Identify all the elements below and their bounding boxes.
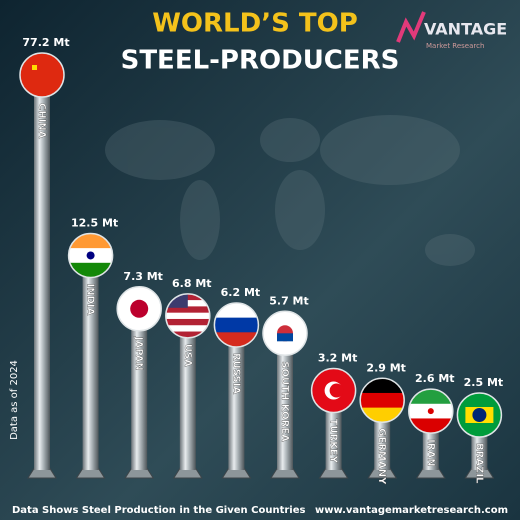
flag-stripe [165,318,210,326]
flag-rim [262,310,308,357]
category-label: SOUTH KOREA [279,361,290,442]
flag-rim [116,286,162,332]
bar [277,333,293,470]
flag-rim [456,392,503,438]
category-label: BRAZIL [473,443,484,484]
flag [165,293,210,338]
category-label: CHINA [36,103,47,139]
flag-rim [165,293,211,339]
category-label: JAPAN [133,336,144,371]
bar [228,324,245,470]
flag-emblem [130,299,149,318]
category-label: RUSSIA [230,353,241,394]
category-label: USA [182,344,193,367]
category-label: IRAN [425,439,436,467]
flag-emblem [427,408,434,415]
chart-title: WORLD’S TOP [152,9,358,39]
flag [117,286,162,331]
value-label: 12.5 Mt [71,216,118,229]
category-label: INDIA [85,283,96,315]
chart-subtitle: STEEL-PRODUCERS [121,46,400,76]
flag-stripe [214,302,259,319]
website: www.vantagemarketresearch.com [315,505,508,516]
value-label: 5.7 Mt [269,294,309,307]
bar [34,75,50,470]
bar [131,308,148,470]
flag [20,53,64,97]
world-map [105,115,475,266]
flag-stripe [165,306,210,314]
flag-rim [213,302,260,348]
value-label: 6.8 Mt [172,277,212,290]
value-label: 77.2 Mt [22,36,69,49]
flag-stripe [165,312,210,320]
flag-rim [359,377,405,424]
flag-emblem [277,333,293,342]
flag-stripe [165,331,210,338]
side-note: Data as of 2024 [9,360,20,440]
flag-rim [310,367,357,414]
flag-field [20,53,64,97]
flag-emblem [32,65,37,70]
brand: VANTAGE [424,20,507,39]
flag-rim [67,232,114,279]
flag-stripe [165,325,210,333]
flag-stripe [360,378,405,394]
flag [263,311,307,356]
brand-tagline: Market Research [426,42,484,50]
flag-emblem [86,251,95,260]
flag-stripe [68,233,113,249]
flag-rim [408,388,454,434]
flag-stripe [408,389,453,405]
flag [311,368,356,413]
value-label: 2.6 Mt [415,372,455,385]
flag-stripe [360,392,405,409]
flag-emblem [472,408,487,422]
value-label: 2.5 Mt [464,376,504,389]
value-label: 2.9 Mt [366,361,406,374]
category-label: TURKEY [328,419,339,464]
flag-stripe [214,317,259,333]
category-label: GERMANY [376,428,387,485]
flag [457,393,502,437]
value-label: 3.2 Mt [318,352,358,365]
logo-icon [396,11,426,43]
footnote: Data Shows Steel Production in the Given… [12,505,305,516]
value-label: 6.2 Mt [221,286,261,299]
value-label: 7.3 Mt [123,270,163,283]
flag-emblem [329,383,344,398]
bar [82,255,99,470]
flag-rim [19,52,65,98]
bar [179,315,196,470]
